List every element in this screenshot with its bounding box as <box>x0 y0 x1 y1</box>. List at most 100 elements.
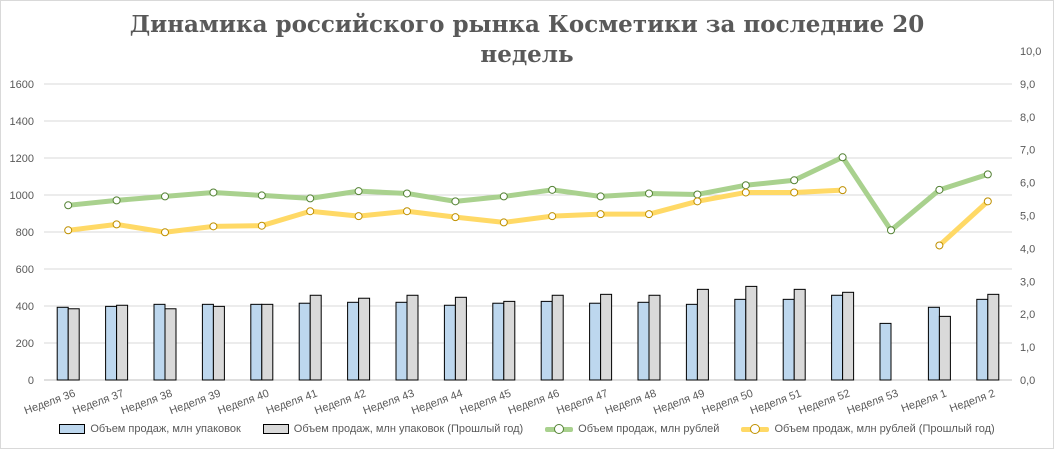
x-tick-label: Неделя 2 <box>948 388 997 416</box>
bar-last-year <box>793 288 806 381</box>
bar-last-year <box>358 297 371 381</box>
data-point <box>403 207 411 216</box>
x-tick-label: Неделя 38 <box>119 388 174 418</box>
legend-swatch <box>545 423 574 435</box>
bar-current <box>201 303 214 381</box>
x-tick-label: Неделя 45 <box>458 388 513 418</box>
data-point <box>306 207 315 216</box>
bar-current <box>347 301 360 381</box>
bar-last-year <box>212 305 225 381</box>
bar-current <box>298 302 311 381</box>
data-point <box>548 212 557 221</box>
x-tick-label: Неделя 36 <box>23 388 78 418</box>
legend-label: Объем продаж, млн рублей <box>578 423 720 435</box>
data-point <box>645 210 653 219</box>
y-right-tick-label: 4,0 <box>1020 243 1035 255</box>
data-point <box>112 196 121 205</box>
data-point <box>451 213 460 222</box>
bar-last-year <box>696 288 709 381</box>
y-right-tick-label: 0,0 <box>1020 375 1035 387</box>
y-left-tick-label: 200 <box>16 338 34 350</box>
bar-last-year <box>648 294 661 381</box>
x-tick-label: Неделя 43 <box>361 388 416 418</box>
x-tick-label: Неделя 51 <box>749 388 804 418</box>
y-right-tick-label: 9,0 <box>1020 79 1035 91</box>
y-right-tick-label: 1,0 <box>1020 342 1035 354</box>
y-right-tick-label: 7,0 <box>1020 145 1035 157</box>
bar-last-year <box>261 303 274 381</box>
data-point <box>693 197 702 206</box>
bar-last-year <box>116 304 129 381</box>
legend-item: Объем продаж, млн упаковок <box>59 423 241 435</box>
bar-last-year <box>454 296 467 381</box>
data-point <box>790 176 799 185</box>
bar-last-year <box>551 294 564 381</box>
data-point <box>983 197 992 206</box>
x-tick-label: Неделя 53 <box>845 388 900 418</box>
data-point <box>838 186 847 195</box>
y-right-tick-label: 8,0 <box>1020 112 1035 124</box>
bar-current <box>250 303 263 381</box>
legend-item: Объем продаж, млн рублей <box>545 423 719 435</box>
bar-current <box>927 306 940 381</box>
data-point <box>983 170 992 179</box>
bar-current <box>56 306 69 381</box>
bar-current <box>443 304 456 381</box>
x-tick-label: Неделя 1 <box>900 388 949 416</box>
data-point <box>209 188 218 197</box>
data-point <box>741 181 750 190</box>
x-tick-label: Неделя 49 <box>652 388 707 418</box>
data-point <box>499 192 508 201</box>
x-tick-label: Неделя 42 <box>313 388 368 418</box>
data-point <box>693 190 702 199</box>
legend-item: Объем продаж, млн рублей (Прошлый год) <box>741 423 995 435</box>
chart-title: Динамика российского рынка Косметики за … <box>129 11 925 68</box>
bar-last-year <box>164 308 177 381</box>
data-point <box>935 185 944 194</box>
bar-current <box>782 298 795 381</box>
line-series-0 <box>65 154 991 233</box>
data-point <box>257 221 266 230</box>
x-tick-label: Неделя 41 <box>265 388 320 418</box>
bar-current <box>734 298 747 381</box>
line-series-1 <box>936 198 991 248</box>
y-left-tick-label: 400 <box>16 301 34 313</box>
bar-current <box>395 301 408 381</box>
data-point <box>596 192 605 201</box>
y-right-tick-label: 2,0 <box>1020 309 1035 321</box>
legend-swatch <box>741 423 770 435</box>
x-tick-label: Неделя 52 <box>797 388 852 418</box>
y-left-tick-label: 1600 <box>10 79 34 91</box>
x-tick-label: Неделя 47 <box>555 388 610 418</box>
y-left-tick-label: 0 <box>28 375 34 387</box>
data-point <box>354 187 363 196</box>
y-left-tick-label: 1000 <box>10 190 34 202</box>
data-point <box>403 189 411 198</box>
data-point <box>451 197 460 206</box>
data-point <box>935 241 944 250</box>
bar-last-year <box>987 293 1000 381</box>
data-point <box>257 191 266 200</box>
bar-last-year <box>309 294 322 381</box>
bar-last-year <box>67 308 80 381</box>
data-point <box>354 212 363 221</box>
x-tick-label: Неделя 37 <box>71 388 126 418</box>
data-point <box>596 210 605 219</box>
legend-item: Объем продаж, млн упаковок (Прошлый год) <box>262 423 523 435</box>
legend-swatch <box>59 424 86 434</box>
bar-current <box>976 298 989 381</box>
bar-current <box>589 302 602 381</box>
data-point <box>790 188 799 197</box>
bar-current <box>831 294 844 381</box>
bar-last-year <box>503 300 516 381</box>
bar-current <box>492 302 505 381</box>
legend: Объем продаж, млн упаковок Объем продаж, … <box>0 423 1054 435</box>
x-tick-label: Неделя 46 <box>507 388 562 418</box>
bar-last-year <box>938 315 951 381</box>
bar-current <box>879 322 892 381</box>
data-point <box>112 220 121 229</box>
data-point <box>499 218 508 227</box>
legend-label: Объем продаж, млн рублей (Прошлый год) <box>774 423 995 435</box>
data-point <box>838 153 847 162</box>
